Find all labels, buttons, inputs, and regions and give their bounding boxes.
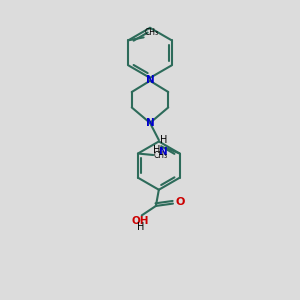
Text: H: H: [153, 145, 160, 155]
Text: N: N: [160, 147, 168, 157]
Text: N: N: [146, 75, 154, 85]
Text: OH: OH: [131, 216, 149, 226]
Text: H: H: [136, 222, 144, 232]
Text: O: O: [175, 197, 184, 207]
Text: CH₃: CH₃: [144, 28, 158, 37]
Text: CH₃: CH₃: [154, 151, 168, 160]
Text: H: H: [160, 135, 167, 145]
Text: N: N: [146, 118, 154, 128]
